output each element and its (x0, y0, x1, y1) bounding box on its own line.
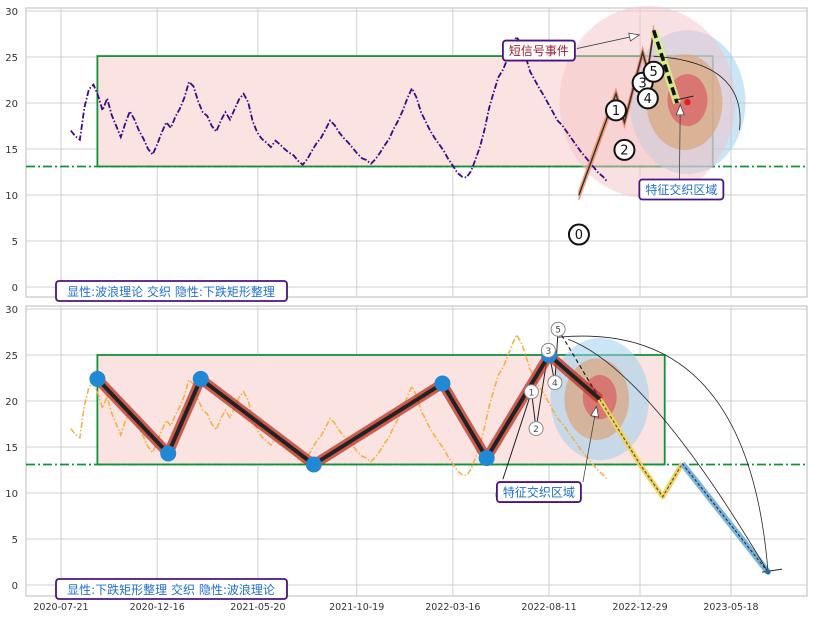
wave-label-4: 4 (644, 92, 652, 107)
target-zone-center-dot (684, 98, 691, 106)
rectangle-node (434, 375, 451, 392)
projection-arc-inner (567, 338, 769, 573)
projection-end-dot (765, 569, 771, 575)
wave-label-2: 2 (620, 143, 628, 158)
wave-marker-2 (613, 138, 636, 161)
x-tick-label: 2020-07-21 (33, 602, 88, 613)
wave-marker-1 (523, 384, 539, 400)
y-tick-label: 20 (5, 397, 18, 408)
projection-zigzag (599, 398, 683, 498)
rectangle-node (478, 450, 495, 467)
wave-label-1: 1 (612, 104, 620, 119)
caption-box (55, 578, 288, 600)
projection-tick (761, 568, 783, 573)
rectangle-node (305, 456, 322, 473)
projection-arc (653, 55, 741, 131)
y-tick-label: 5 (12, 237, 18, 248)
wave-marker-1 (604, 99, 627, 122)
wave-path-thin (502, 329, 559, 480)
annotation-text-short-signal: 短信号事件 (509, 44, 569, 58)
rectangle-path (95, 353, 602, 467)
annotation-arrow-shaft (678, 104, 681, 180)
annotation-arrow-head (675, 103, 685, 116)
annotation-arrow-head (590, 405, 600, 418)
wave-marker-4 (636, 87, 659, 110)
wave-label-5: 5 (555, 326, 561, 336)
projection-tick (675, 95, 694, 101)
x-tick-label: 2021-10-19 (329, 602, 384, 613)
x-tick-label: 2020-12-16 (130, 602, 185, 613)
y-tick-label: 10 (5, 489, 18, 500)
wave-label-2: 2 (533, 425, 539, 435)
wave-marker-0 (567, 223, 590, 246)
rectangle-node (89, 370, 106, 387)
price-line (70, 34, 609, 183)
caption-text: 显性:下跌矩形整理 交织 隐性:波浪理论 (67, 582, 275, 597)
caption-text: 显性:波浪理论 交织 隐性:下跌矩形整理 (67, 284, 275, 299)
wave-label-5: 5 (650, 65, 658, 80)
annotation-arrow-head (628, 32, 641, 42)
annotation-box-feature-zone (638, 178, 725, 201)
y-tick-label: 25 (5, 53, 18, 64)
y-tick-label: 30 (5, 7, 18, 18)
y-tick-label: 25 (5, 351, 18, 362)
projection-band-dash (681, 463, 769, 573)
projection-arc (558, 335, 769, 573)
wave-label-0: 0 (575, 228, 583, 243)
caption-box (55, 280, 288, 302)
projection-dashed (652, 29, 679, 104)
y-tick-label: 15 (5, 145, 18, 156)
y-tick-label: 30 (5, 305, 18, 316)
y-tick-label: 15 (5, 443, 18, 454)
wave-marker-4 (547, 375, 563, 391)
wave-label-4: 4 (552, 379, 558, 389)
x-tick-label: 2022-08-11 (521, 602, 576, 613)
annotation-arrow-shaft (582, 406, 597, 483)
wave-marker-3 (540, 342, 556, 358)
x-tick-label: 2022-03-16 (425, 602, 480, 613)
wave-marker-5 (550, 321, 566, 337)
price-line (70, 333, 609, 481)
annotation-arrow-shaft (576, 34, 640, 49)
y-tick-label: 10 (5, 191, 18, 202)
bottom-chart-panel: 051015202530012345特征交织区域2020-07-212020-1… (5, 305, 808, 613)
wave-marker-2 (528, 421, 544, 437)
annotation-box-feature-zone (496, 481, 582, 503)
annotation-box-short-signal (502, 39, 576, 62)
wave-marker-5 (642, 60, 665, 83)
y-tick-label: 0 (12, 581, 18, 592)
wave-label-1: 1 (529, 388, 535, 398)
wave-label-3: 3 (546, 347, 552, 357)
x-tick-label: 2023-05-18 (703, 602, 758, 613)
x-tick-label: 2021-05-20 (230, 602, 285, 613)
y-tick-label: 5 (12, 535, 18, 546)
annotation-text-feature-zone: 特征交织区域 (503, 485, 575, 500)
annotation-text-feature-zone: 特征交织区域 (645, 182, 717, 197)
x-tick-label: 2022-12-29 (612, 602, 667, 613)
rectangle-node (160, 445, 177, 462)
rectangle-node (192, 370, 209, 387)
y-tick-label: 20 (5, 99, 18, 110)
wave-label-3: 3 (638, 76, 646, 91)
y-tick-label: 0 (12, 283, 18, 294)
